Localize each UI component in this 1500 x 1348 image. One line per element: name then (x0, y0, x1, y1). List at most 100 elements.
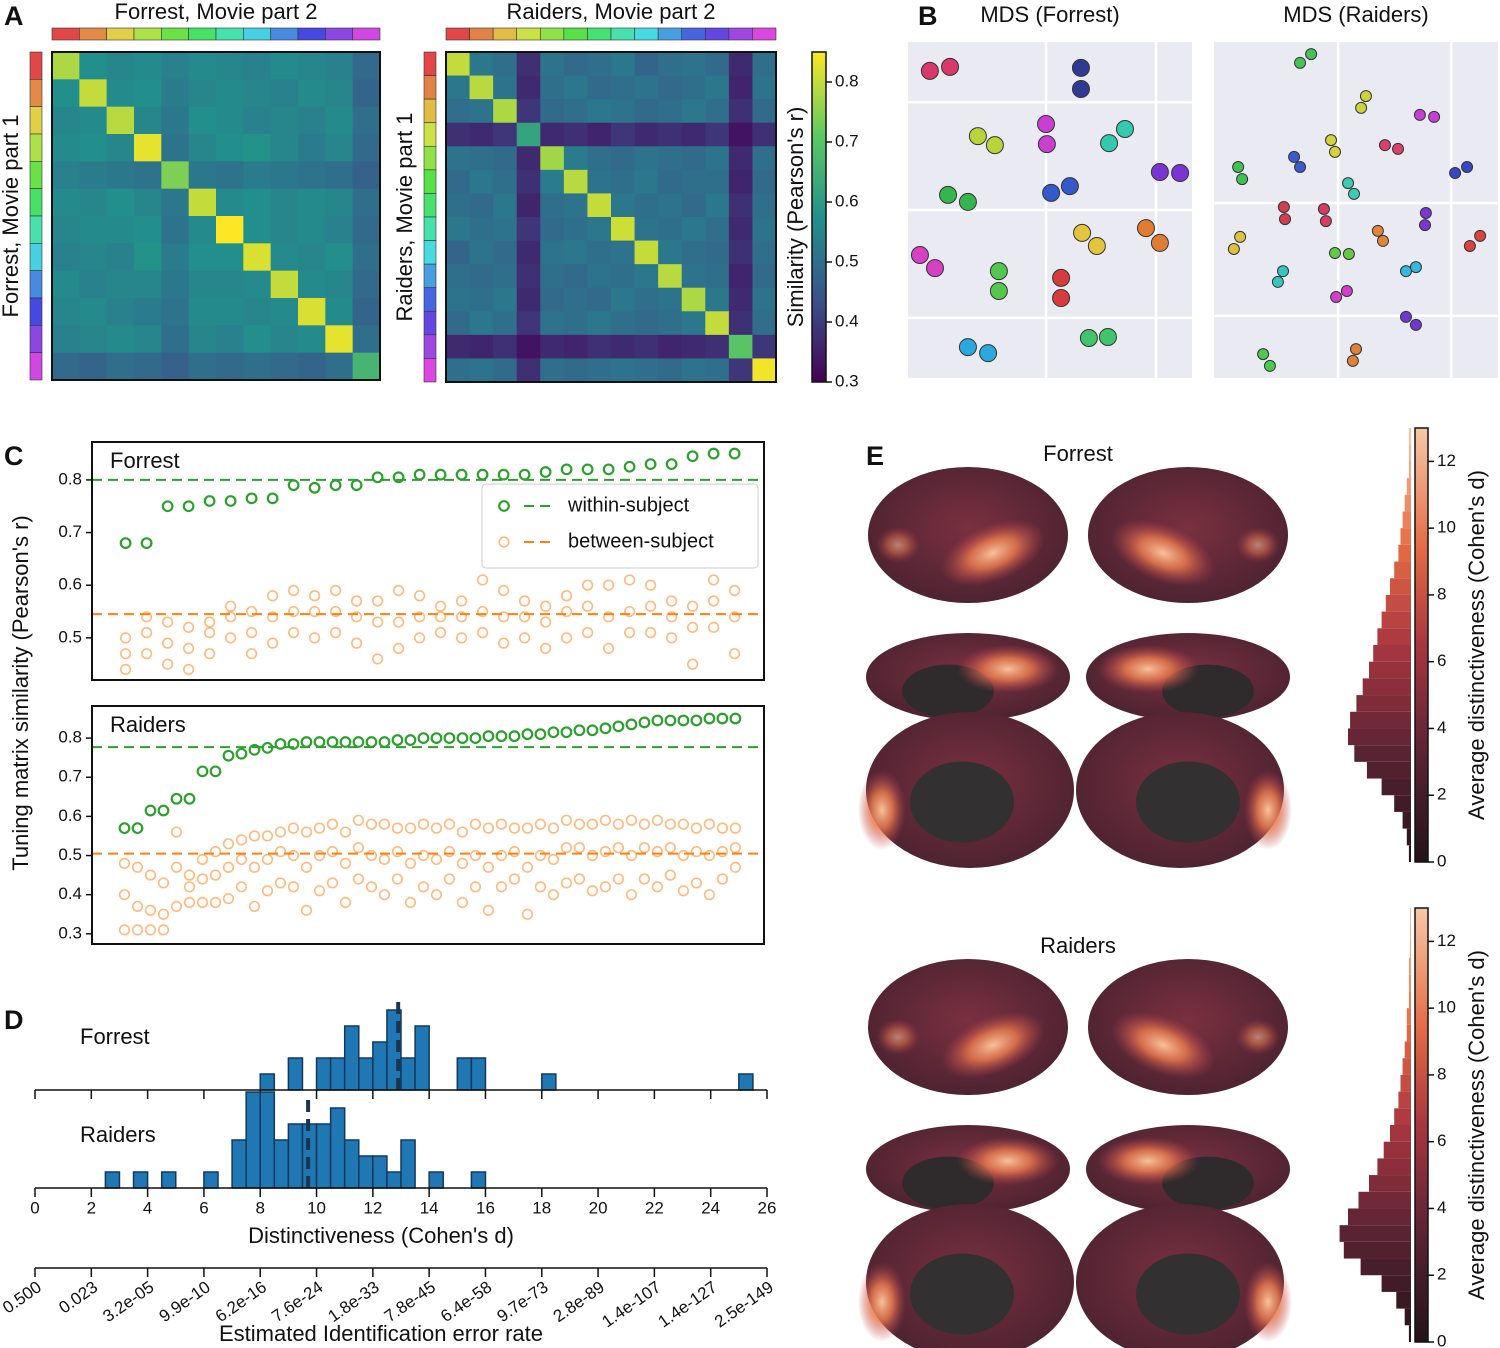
heatmap-cell (634, 52, 659, 76)
between-point (339, 857, 352, 869)
between-point (248, 830, 261, 842)
mds-point (1234, 230, 1247, 243)
between-point (141, 611, 153, 623)
between-point (119, 632, 132, 644)
heatmap-cell (446, 99, 470, 124)
between-point (183, 621, 195, 633)
heatmap-cell (243, 243, 272, 272)
colorbar-tick-label: 6 (1437, 1131, 1446, 1150)
heatmap-cell (161, 188, 190, 217)
mds-point (1150, 233, 1169, 252)
heatmap-cell (446, 52, 470, 76)
colorbar (811, 51, 827, 383)
heatmap-cell (243, 106, 272, 135)
distribution-bar (1400, 1074, 1411, 1092)
within-point (716, 712, 729, 725)
distribution-bar (1381, 611, 1411, 629)
heatmap-cell (728, 146, 753, 171)
within-point (547, 726, 560, 739)
between-point (141, 627, 153, 639)
heatmap-cell (516, 99, 541, 124)
between-point (508, 822, 521, 834)
colorbar-tick-label: 2 (1437, 785, 1446, 804)
between-point (482, 861, 495, 873)
mds-point (1342, 248, 1355, 261)
heatmap-cell (325, 79, 354, 108)
heatmap-cell (705, 358, 730, 383)
section-title: Raiders (1040, 933, 1116, 958)
heatmap-cell (728, 217, 753, 241)
heatmap-cell (469, 217, 494, 241)
heatmap-cell (243, 52, 272, 80)
heatmap-cell (469, 264, 494, 289)
mds-point (1342, 177, 1355, 190)
heatmap-cell (216, 325, 244, 354)
heatmap-cell (752, 99, 777, 124)
between-point (267, 637, 279, 649)
distribution-bar (1390, 578, 1411, 595)
distribution-bar (1406, 478, 1411, 495)
histogram-bar (428, 1171, 444, 1189)
heatmap-cell (540, 217, 565, 241)
heatmap-cell (493, 358, 518, 383)
heatmap-cell (611, 193, 635, 218)
heatmap-cell (270, 352, 299, 381)
distribution-bar (1343, 1241, 1411, 1259)
between-point (261, 885, 274, 897)
between-point (170, 861, 183, 873)
brain-hotspot (1236, 1019, 1280, 1055)
heatmap-cell (446, 217, 470, 241)
condition-strip (587, 27, 612, 41)
between-point (703, 889, 716, 901)
between-point (728, 648, 741, 660)
heatmap-cell (325, 216, 354, 244)
heatmap-cell (493, 287, 518, 312)
heatmap-cell (106, 216, 135, 244)
condition-strip (423, 358, 437, 383)
mds-point (1378, 139, 1391, 152)
histogram-bar (400, 1139, 416, 1189)
between-point (351, 595, 363, 607)
histogram-bar (329, 1107, 346, 1189)
between-point (703, 849, 716, 862)
between-point (261, 853, 274, 866)
heatmap-cell (469, 193, 494, 218)
colorbar-tick-label: 4 (1437, 718, 1446, 737)
condition-strip (29, 106, 43, 135)
between-point (498, 584, 510, 597)
heatmap-cell (516, 52, 541, 76)
heatmap-cell (188, 52, 217, 80)
distribution-bar (1354, 745, 1411, 762)
x2-axis-label: Estimated Identification error rate (219, 1321, 543, 1346)
between-point (638, 842, 651, 854)
between-point (222, 892, 235, 905)
heatmap-cell (106, 325, 135, 354)
heatmap-cell (446, 264, 470, 289)
condition-strip (29, 243, 43, 271)
colorbar-tick-label: 10 (1437, 998, 1456, 1017)
y-tick-label: 0.7 (58, 522, 82, 541)
heatmap-cell (270, 52, 299, 80)
heatmap-cell (243, 352, 272, 381)
mds-point (1409, 261, 1422, 274)
mds-point (1376, 234, 1389, 247)
heatmap-cell (705, 146, 730, 171)
x-tick-label: 0 (30, 1198, 39, 1217)
mds-point (1461, 160, 1474, 173)
colorbar-tick-label: 8 (1437, 1064, 1446, 1083)
between-point (547, 889, 560, 901)
between-point (521, 822, 534, 834)
heatmap-cell (752, 52, 777, 76)
heatmap-cell (611, 52, 635, 76)
between-point (287, 849, 300, 862)
heatmap-cell (188, 243, 217, 272)
heatmap-cell (563, 264, 588, 289)
heatmap-cell (752, 217, 777, 241)
condition-strip (29, 325, 43, 353)
heatmap-cell (298, 52, 326, 80)
condition-strip (423, 75, 437, 100)
between-point (131, 861, 144, 873)
brain-hotspot (858, 770, 906, 850)
condition-strip (423, 263, 437, 289)
heatmap-cell (587, 146, 612, 171)
